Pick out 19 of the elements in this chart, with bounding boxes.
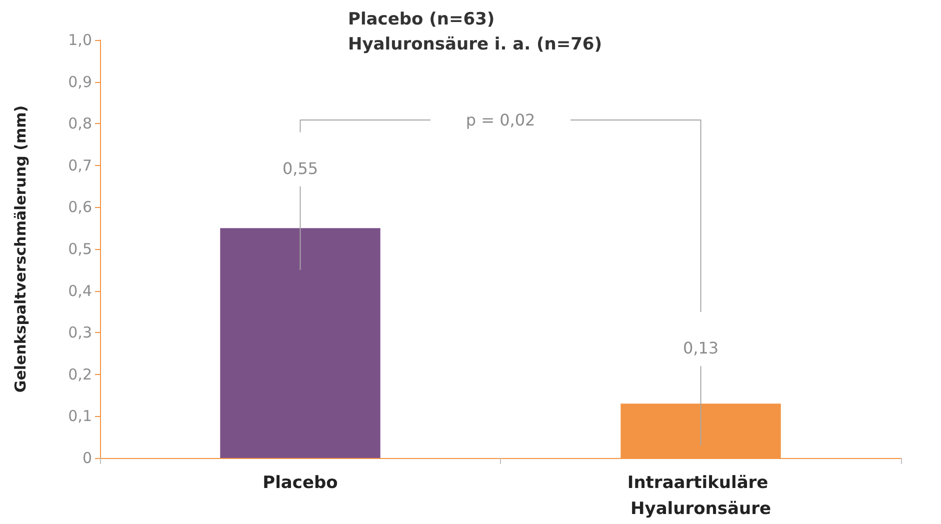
y-tick-label: 0,8 <box>68 114 92 133</box>
y-tick-label: 0,2 <box>68 365 92 384</box>
y-tick-label: 0,3 <box>68 324 92 342</box>
y-tick-label: 0,9 <box>68 72 92 91</box>
y-tick-label: 0,5 <box>68 240 92 258</box>
x-tick-label: Intraartikuläre Hyaluronsäure <box>627 473 774 519</box>
x-tick-label: Placebo <box>262 473 338 493</box>
chart-subtitle: Hyaluronsäure i. a. (n=76) <box>348 34 602 54</box>
y-axis-title: Gelenkspaltverschmälerung (mm) <box>12 105 30 393</box>
data-label: 0,55 <box>282 158 318 178</box>
y-tick-label: 1,0 <box>68 31 92 49</box>
y-tick-label: 0,4 <box>68 282 92 300</box>
data-label: 0,13 <box>682 338 719 358</box>
chart-title: Placebo (n=63) <box>348 10 495 30</box>
y-tick-label: 0,1 <box>68 407 92 426</box>
annotation: p = 0,02 <box>466 110 536 130</box>
y-tick-label: 0,6 <box>68 198 92 216</box>
y-tick-label: 0 <box>82 449 92 467</box>
y-tick-label: 0,7 <box>68 156 92 174</box>
